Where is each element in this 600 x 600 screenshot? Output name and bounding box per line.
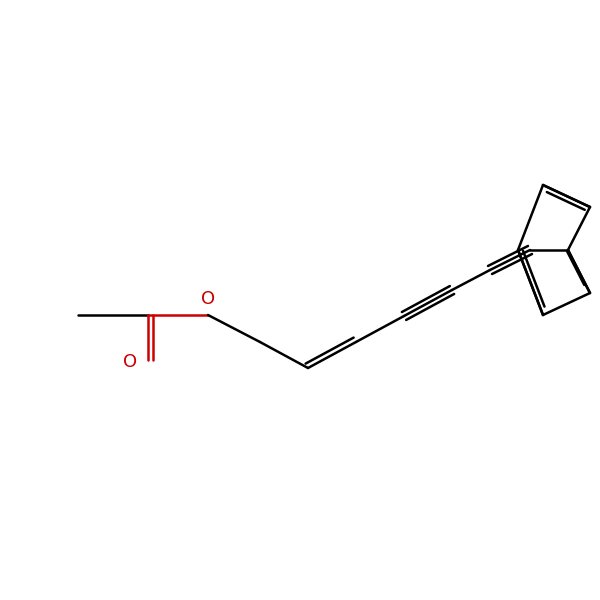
Text: O: O [123, 353, 137, 371]
Text: O: O [201, 290, 215, 308]
